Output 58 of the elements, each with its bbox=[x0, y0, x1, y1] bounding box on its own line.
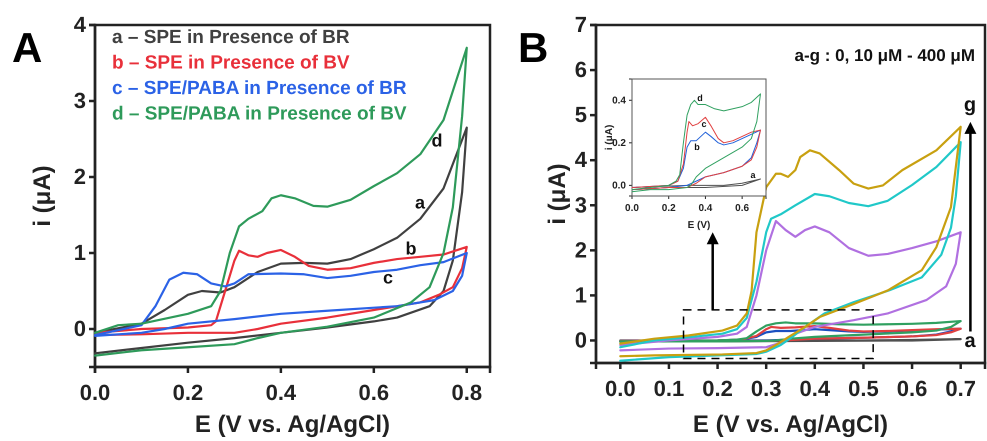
x-tick-label: 0.4 bbox=[800, 376, 831, 402]
annotation: b bbox=[694, 142, 700, 152]
x-axis-title: E (V vs. Ag/AgCl) bbox=[692, 411, 888, 438]
line-series bbox=[619, 320, 962, 343]
y-axis-title: i (μA) bbox=[544, 163, 571, 225]
y-tick-label: 6 bbox=[574, 57, 587, 82]
y-tick-label: 2 bbox=[574, 237, 587, 262]
y-tick-label: 4 bbox=[74, 12, 87, 38]
y-tick-label: 0 bbox=[74, 316, 86, 342]
x-tick-label: 0.4 bbox=[266, 380, 297, 406]
annotation: d bbox=[697, 93, 703, 104]
chart-title: B bbox=[518, 24, 548, 71]
chart-title: A bbox=[12, 24, 42, 71]
line-series bbox=[619, 220, 962, 352]
x-tick-label: 0.7 bbox=[945, 376, 976, 402]
annotation: a bbox=[414, 192, 426, 212]
y-tick-label: 0 bbox=[574, 328, 587, 353]
x-tick-label: 0.6 bbox=[896, 376, 928, 402]
x-tick-label: 0.2 bbox=[662, 203, 676, 214]
annotation: a bbox=[750, 170, 756, 180]
y-tick-label: 3 bbox=[74, 88, 86, 114]
y-tick-label: 5 bbox=[574, 102, 587, 128]
y-tick-label: 7 bbox=[574, 12, 587, 38]
text: a – SPE in Presence of BR bbox=[112, 27, 350, 48]
y-tick-label: 2 bbox=[74, 164, 86, 190]
annotation: b bbox=[406, 238, 416, 258]
x-tick-label: 0.2 bbox=[172, 380, 204, 406]
y-axis-title: i (μA) bbox=[29, 165, 56, 227]
y-tick-label: 0.4 bbox=[612, 95, 626, 106]
x-tick-label: 0.3 bbox=[750, 376, 782, 402]
x-tick-label: 0.8 bbox=[451, 380, 482, 406]
x-tick-label: 0.5 bbox=[848, 376, 879, 402]
annotation: c bbox=[701, 119, 707, 130]
y-tick-label: 1 bbox=[74, 240, 86, 266]
annotation: a bbox=[964, 330, 976, 352]
line-series bbox=[94, 126, 468, 354]
annotation: d bbox=[432, 130, 442, 150]
annotation: c bbox=[382, 267, 394, 288]
x-tick-label: 0.2 bbox=[702, 376, 733, 402]
line-series bbox=[632, 116, 761, 190]
y-tick-label: 0.0 bbox=[612, 180, 626, 192]
y-tick-label: 3 bbox=[574, 192, 587, 218]
line-series bbox=[632, 93, 761, 192]
line-series bbox=[94, 46, 468, 357]
annotation: a-g : 0, 10 μM - 400 μM bbox=[794, 46, 975, 65]
x-tick-label: 0.1 bbox=[654, 376, 684, 402]
x-axis-title: E (V vs. Ag/AgCl) bbox=[194, 411, 390, 438]
series-label: d – SPE/PABA in Presence of BV bbox=[112, 104, 407, 124]
annotation: g bbox=[964, 94, 976, 116]
x-axis-title: E (V) bbox=[688, 220, 710, 231]
text: c – SPE/PABA in Presence of BR bbox=[112, 78, 407, 99]
y-tick-label: 1 bbox=[574, 282, 587, 308]
text: b – SPE in Presence of BV bbox=[112, 52, 350, 74]
x-tick-label: 0.0 bbox=[625, 203, 640, 214]
x-tick-label: 0.4 bbox=[698, 203, 713, 214]
x-tick-label: 0.6 bbox=[358, 380, 390, 406]
y-tick-label: 4 bbox=[574, 147, 588, 172]
x-tick-label: 0.6 bbox=[735, 203, 750, 214]
